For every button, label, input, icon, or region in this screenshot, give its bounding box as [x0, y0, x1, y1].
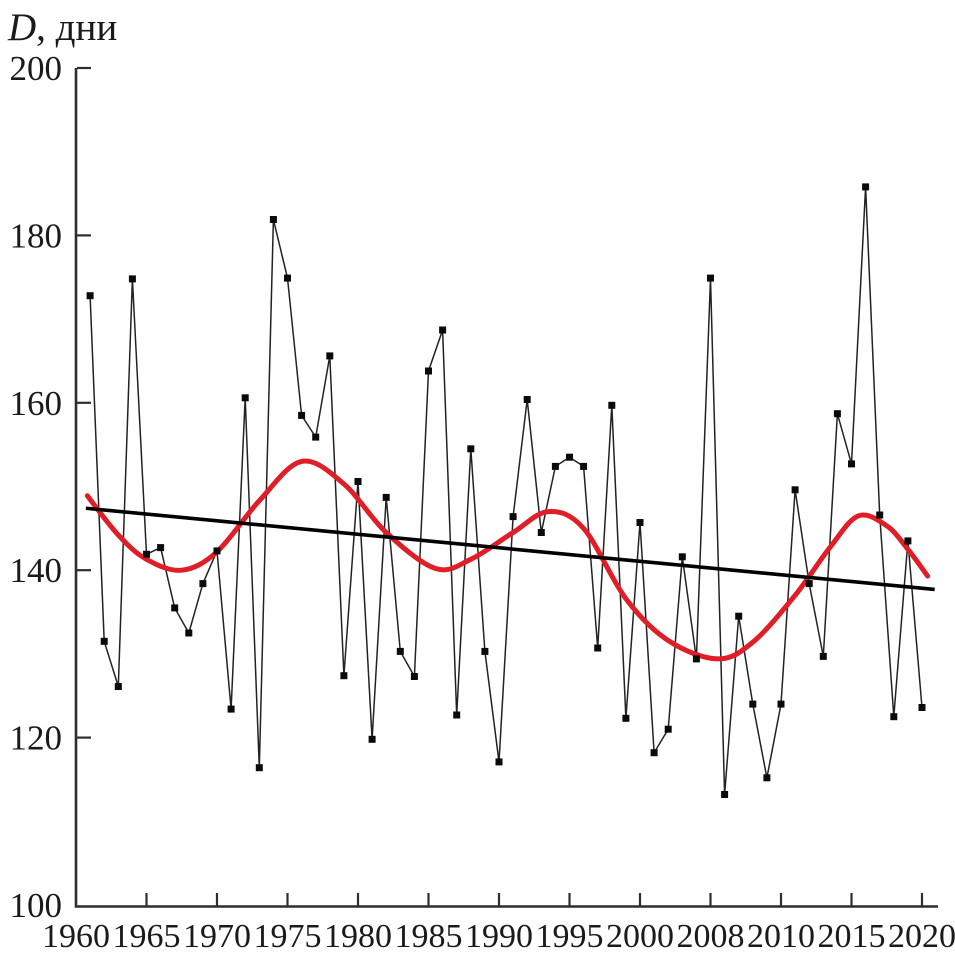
data-point-marker: [368, 735, 376, 743]
data-point-marker: [523, 396, 531, 403]
data-point-marker: [678, 553, 686, 561]
data-point-marker: [86, 292, 94, 300]
data-point-marker: [128, 275, 136, 283]
data-point-marker: [805, 580, 813, 588]
x-axis-tick-label: 1975: [254, 918, 322, 955]
data-point-marker: [467, 445, 475, 453]
data-point-marker: [425, 367, 432, 375]
data-point-marker: [664, 725, 672, 733]
data-point-marker: [157, 544, 165, 552]
data-point-marker: [171, 604, 179, 612]
data-point-marker: [100, 637, 108, 645]
data-point-marker: [340, 672, 348, 680]
data-point-marker: [312, 433, 320, 441]
data-point-marker: [890, 713, 898, 721]
linear-trend-line: [85, 506, 935, 592]
data-point-marker: [819, 652, 827, 660]
x-axis-tick-label: 2015: [818, 918, 886, 955]
data-point-marker: [269, 216, 277, 223]
data-point-marker: [608, 401, 616, 409]
x-axis-tick-label: 2008: [677, 918, 745, 955]
data-point-marker: [354, 478, 362, 485]
chart-title-symbol: D: [7, 6, 36, 49]
x-axis-tick-label: 1970: [183, 918, 251, 955]
data-point-marker: [481, 647, 489, 655]
x-axis-tick-label: 2010: [747, 918, 815, 955]
data-point-marker: [114, 683, 122, 690]
data-point-marker: [692, 655, 700, 663]
y-axis-tick-label: 120: [10, 719, 63, 758]
x-axis-tick-label: 2020: [888, 918, 955, 955]
y-axis-tick-label: 160: [10, 384, 63, 423]
y-axis-tick-label: 100: [10, 886, 63, 925]
chart-title-units: , дни: [36, 6, 117, 49]
x-axis-tick-label: 2000: [606, 918, 674, 955]
x-axis-tick-label: 1985: [395, 918, 463, 955]
data-point-marker: [749, 700, 757, 708]
data-point-marker: [227, 705, 235, 713]
data-point-marker: [326, 352, 334, 360]
data-point-marker: [255, 764, 263, 772]
data-point-marker: [735, 612, 743, 620]
y-axis-tick-label: 180: [10, 216, 63, 255]
data-point-marker: [876, 511, 884, 519]
data-point-marker: [509, 513, 517, 521]
data-point-marker: [791, 486, 799, 494]
data-point-marker: [707, 274, 714, 282]
axes: [74, 68, 938, 908]
axis-lines: [74, 68, 938, 908]
y-axis-ticks: 200 180 160 140 120 100: [10, 49, 91, 925]
data-point-marker: [763, 774, 771, 782]
data-point-marker: [439, 326, 447, 334]
data-point-marker: [904, 537, 912, 545]
chart-title: D, дни: [7, 6, 117, 49]
data-point-marker: [284, 274, 291, 282]
data-series-line: [89, 186, 923, 796]
data-point-marker: [848, 460, 855, 468]
data-point-marker: [213, 547, 221, 555]
plot-series: [84, 183, 935, 798]
data-point-marker: [551, 462, 559, 470]
x-axis-tick-label: 1960: [42, 918, 110, 955]
data-point-marker: [495, 758, 503, 766]
data-point-marker: [580, 462, 588, 470]
data-point-marker: [410, 673, 418, 680]
data-point-marker: [298, 411, 306, 419]
data-point-marker: [382, 493, 390, 501]
data-point-marker: [566, 453, 573, 461]
data-point-marker: [396, 647, 404, 655]
y-axis-tick-label: 200: [10, 49, 63, 88]
x-axis-tick-label: 1995: [536, 918, 604, 955]
x-axis-tick-label: 1965: [113, 918, 181, 955]
x-axis-tick-label: 1990: [465, 918, 533, 955]
data-point-marker: [241, 394, 249, 402]
data-point-marker: [721, 791, 729, 798]
data-point-marker: [143, 550, 150, 558]
data-point-marker: [453, 711, 461, 719]
x-axis-ticks: 1960 1965 1970 1975 1980 1985 1990 1995 2000 2008…: [42, 893, 955, 955]
data-point-marker: [594, 644, 602, 652]
data-point-markers: [86, 183, 926, 798]
data-point-marker: [833, 410, 841, 418]
data-point-marker: [622, 714, 630, 722]
data-point-marker: [918, 704, 926, 711]
x-axis-tick-label: 1980: [324, 918, 392, 955]
data-point-marker: [185, 629, 193, 637]
data-point-marker: [199, 580, 207, 588]
data-point-marker: [862, 183, 870, 191]
data-point-marker: [636, 519, 644, 526]
data-point-marker: [537, 529, 545, 536]
data-point-marker: [650, 749, 658, 757]
y-axis-tick-label: 140: [10, 551, 63, 590]
data-point-marker: [777, 700, 785, 708]
